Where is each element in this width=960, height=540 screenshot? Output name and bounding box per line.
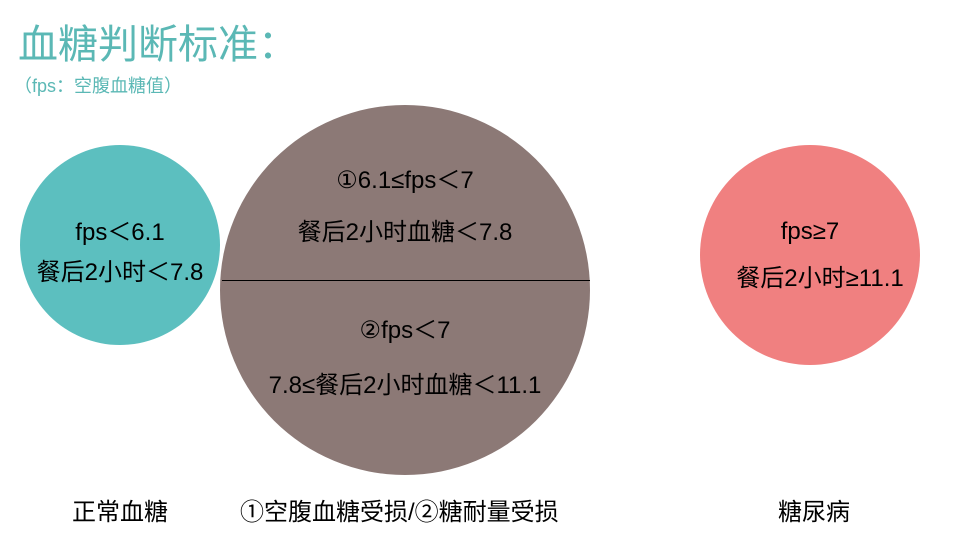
- left-circle-line1: fps＜6.1: [20, 212, 220, 247]
- center-divider: [222, 280, 590, 281]
- center-top-line1: ①6.1≤fps＜7: [220, 160, 590, 195]
- label-left: 正常血糖: [72, 492, 168, 527]
- label-right: 糖尿病: [778, 492, 850, 527]
- center-bottom-line2: 7.8≤餐后2小时血糖＜11.1: [220, 365, 590, 400]
- center-top-line2: 餐后2小时血糖＜7.8: [220, 212, 590, 247]
- right-circle-line2: 餐后2小时≥11.1: [680, 258, 960, 293]
- subtitle: （fps：空腹血糖值）: [14, 72, 182, 98]
- left-circle-line2: 餐后2小时＜7.8: [0, 252, 240, 287]
- label-center: ①空腹血糖受损/②糖耐量受损: [240, 492, 559, 527]
- right-circle: [700, 145, 920, 365]
- right-circle-line1: fps≥7: [700, 218, 920, 246]
- center-bottom-line1: ②fps＜7: [220, 310, 590, 345]
- main-title: 血糖判断标准：: [18, 12, 298, 70]
